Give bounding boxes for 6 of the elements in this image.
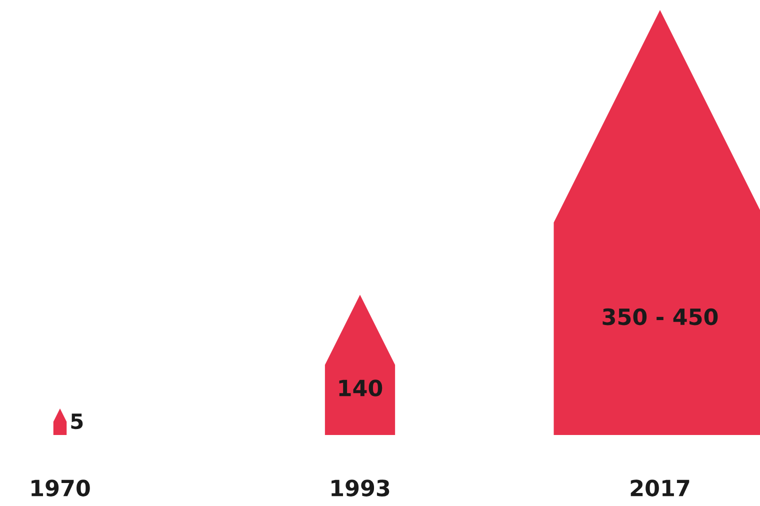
data-label: 350 - 450 bbox=[602, 308, 718, 326]
category-label: 1970 bbox=[32, 480, 90, 496]
data-label: 140 bbox=[339, 380, 382, 396]
category-label: 1993 bbox=[332, 480, 390, 496]
category-label: 2017 bbox=[630, 480, 690, 496]
data-label: 5 bbox=[71, 414, 83, 430]
